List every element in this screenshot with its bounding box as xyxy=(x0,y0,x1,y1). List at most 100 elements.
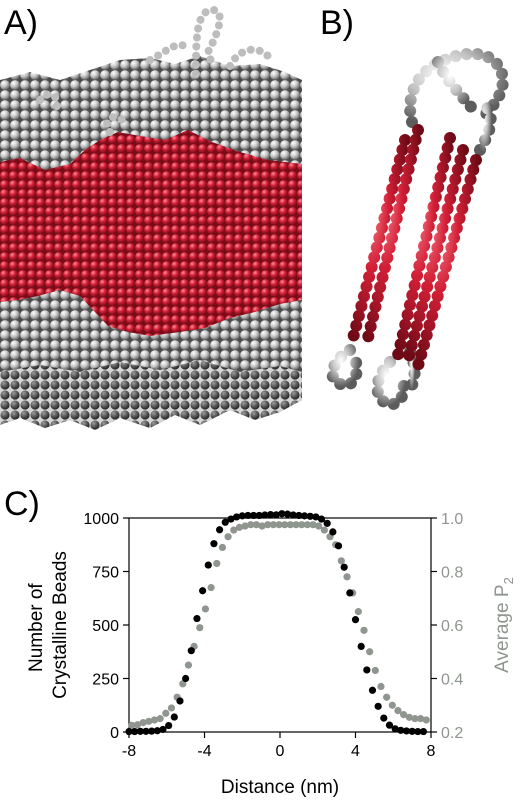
crystalline-beads-point xyxy=(165,721,173,730)
crystalline-beads-point xyxy=(261,511,269,519)
crystalline-beads-point xyxy=(351,616,360,624)
average-p2-point xyxy=(179,680,187,688)
left-y-tick-label: 0 xyxy=(110,725,119,742)
crystalline-beads-point xyxy=(153,727,161,735)
crystalline-beads-point xyxy=(227,515,235,523)
average-p2-point xyxy=(128,721,136,729)
average-p2-point xyxy=(371,666,379,675)
series-average-p2 xyxy=(128,521,430,729)
crystalline-beads-point xyxy=(148,727,156,735)
average-p2-point xyxy=(269,521,277,529)
x-axis-title: Distance (nm) xyxy=(221,777,339,798)
crystalline-beads-point xyxy=(210,540,218,548)
crystalline-beads-point xyxy=(159,725,167,734)
left-y-tick-label: 1000 xyxy=(83,511,119,528)
right-y-tick-label: 0.2 xyxy=(441,725,463,742)
average-p2-point xyxy=(417,715,425,723)
crystalline-beads-point xyxy=(374,702,382,710)
left-y-tick-label: 250 xyxy=(92,672,119,689)
crystalline-beads-point xyxy=(329,528,337,536)
average-p2-point xyxy=(207,583,215,592)
right-y-tick-label: 0.8 xyxy=(441,565,463,582)
crystalline-beads-point xyxy=(199,587,207,595)
average-p2-point xyxy=(388,701,396,709)
crystalline-beads-point xyxy=(244,511,252,520)
average-p2-point xyxy=(405,713,413,721)
x-tick-label: 4 xyxy=(351,743,360,760)
average-p2-point xyxy=(224,533,232,541)
crystalline-beads-point xyxy=(380,714,388,722)
left-y-axis: 0 250 500 750 1000 xyxy=(83,511,129,742)
right-y-axis-title-main: Average P xyxy=(492,584,513,672)
left-y-tick-label: 500 xyxy=(92,618,119,635)
right-y-axis: 0.2 0.4 0.6 0.8 1.0 xyxy=(431,511,463,742)
crystalline-beads-point xyxy=(187,647,195,655)
average-p2-point xyxy=(218,543,227,552)
crystalline-beads-point xyxy=(272,511,280,519)
average-p2-point xyxy=(139,719,147,727)
average-p2-point xyxy=(337,557,345,565)
crystalline-beads-point xyxy=(278,510,286,518)
crystalline-beads-point xyxy=(125,727,133,736)
right-y-tick-label: 0.4 xyxy=(441,672,463,689)
average-p2-point xyxy=(133,721,142,729)
panel-b-single-chain xyxy=(326,47,509,410)
right-y-axis-title-subscript: 2 xyxy=(501,577,516,584)
crystalline-beads-point xyxy=(266,510,275,519)
x-tick-label: -4 xyxy=(197,743,211,760)
crystalline-beads-point xyxy=(340,563,348,571)
panel-c-label: C) xyxy=(4,485,40,523)
panel-a-crystalline-lamella xyxy=(0,130,302,336)
right-y-tick-label: 1.0 xyxy=(441,511,463,528)
panel-c-chart: -8 -4 0 4 8 0 250 500 750 1000 0.2 0.4 0.6 0.8 1.0 D… xyxy=(26,510,516,798)
average-p2-point xyxy=(145,717,153,725)
average-p2-point xyxy=(315,522,323,530)
crystalline-beads-point xyxy=(295,511,303,520)
average-p2-point xyxy=(360,626,368,634)
crystalline-beads-point xyxy=(312,513,320,521)
crystalline-beads-point xyxy=(142,727,150,735)
average-p2-point xyxy=(298,521,306,529)
average-p2-point xyxy=(422,716,430,724)
crystalline-beads-point xyxy=(216,526,224,534)
average-p2-point xyxy=(354,608,362,616)
average-p2-point xyxy=(292,521,300,529)
panel-a-dark-lower-chains xyxy=(0,360,302,430)
right-y-tick-label: 0.6 xyxy=(441,618,463,635)
crystalline-beads-point xyxy=(385,721,394,729)
average-p2-point xyxy=(411,715,419,723)
crystalline-beads-point xyxy=(136,727,144,735)
crystalline-beads-point xyxy=(176,697,184,705)
average-p2-point xyxy=(235,523,244,531)
crystalline-beads-point xyxy=(334,542,343,550)
left-y-axis-title-line-1: Number of xyxy=(26,583,47,672)
crystalline-beads-point xyxy=(249,511,258,520)
right-y-axis-title: Average P2 xyxy=(492,577,516,673)
average-p2-point xyxy=(252,521,261,529)
average-p2-point xyxy=(377,682,385,691)
average-p2-point xyxy=(400,711,408,719)
crystalline-beads-point xyxy=(182,674,190,683)
x-tick-label: -8 xyxy=(122,743,136,760)
crystalline-beads-point xyxy=(317,515,326,523)
crystalline-beads-point xyxy=(346,589,354,597)
panel-b-crystalline-stems xyxy=(346,124,482,372)
left-y-axis-title-line-2: Crystalline Beads xyxy=(50,551,71,699)
average-p2-point xyxy=(303,521,311,529)
x-tick-label: 0 xyxy=(276,743,285,760)
crystalline-beads-point xyxy=(363,666,371,674)
average-p2-point xyxy=(281,521,289,529)
crystalline-beads-point xyxy=(193,614,201,623)
crystalline-beads-point xyxy=(170,713,178,721)
crystalline-beads-point xyxy=(402,727,411,735)
crystalline-beads-point xyxy=(306,512,314,520)
average-p2-point xyxy=(343,573,351,581)
series-crystalline-beads xyxy=(125,510,428,736)
crystalline-beads-point xyxy=(232,513,241,521)
average-p2-point xyxy=(264,521,272,529)
crystalline-beads-point xyxy=(323,519,331,527)
average-p2-point xyxy=(247,521,255,529)
average-p2-point xyxy=(162,709,170,717)
average-p2-point xyxy=(286,521,294,529)
